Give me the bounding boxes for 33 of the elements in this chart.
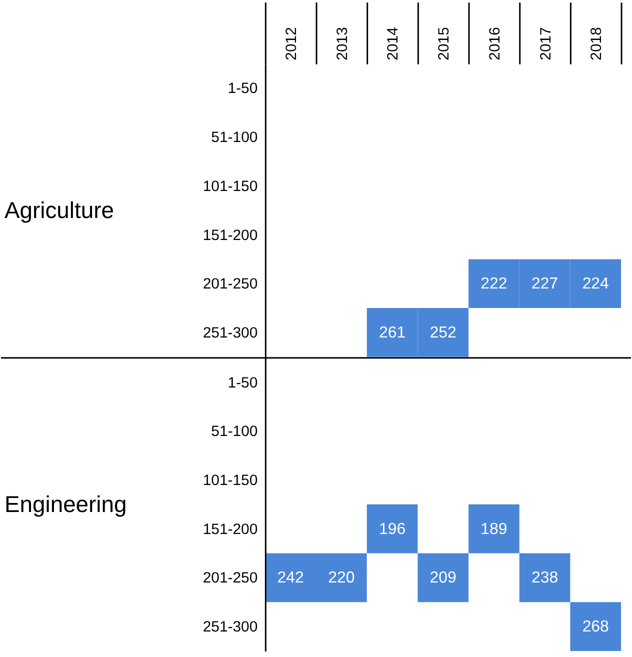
data-label: 209 (430, 570, 457, 587)
y-tick-label: 1-50 (228, 374, 258, 392)
y-tick-label: 51-100 (211, 129, 258, 146)
y-tick-label: 101-150 (202, 472, 258, 489)
y-tick-label: 151-200 (202, 520, 258, 538)
data-label: 252 (430, 324, 457, 342)
y-tick-label: 201-250 (202, 276, 258, 293)
data-label: 224 (582, 276, 610, 293)
y-axis-title: Engineering (4, 490, 127, 517)
data-label: 222 (480, 276, 508, 293)
data-label: 189 (480, 520, 508, 538)
y-tick-label: 101-150 (202, 178, 258, 195)
data-label: 196 (378, 520, 406, 538)
x-tick-label: 2018 (588, 27, 606, 60)
y-tick-label: 251-300 (202, 618, 258, 636)
y-tick-label: 151-200 (202, 226, 258, 244)
y-tick-label: 201-250 (202, 570, 258, 587)
data-label: 220 (328, 570, 355, 587)
x-tick-label: 2015 (436, 27, 453, 60)
x-tick-label: 2016 (486, 27, 504, 60)
y-tick-label: 1-50 (228, 80, 258, 98)
x-tick-label: 2014 (384, 27, 402, 60)
data-label: 261 (378, 324, 406, 342)
data-label: 268 (582, 618, 610, 636)
x-tick-label: 2012 (283, 27, 300, 60)
data-label: 238 (531, 570, 558, 587)
x-tick-label: 2013 (334, 27, 351, 60)
y-tick-label: 51-100 (211, 423, 258, 440)
y-axis-title: Agriculture (4, 196, 114, 223)
x-tick-label: 2017 (537, 27, 554, 60)
data-label: 242 (277, 570, 304, 587)
y-tick-label: 251-300 (202, 324, 258, 342)
data-label: 227 (531, 276, 558, 293)
